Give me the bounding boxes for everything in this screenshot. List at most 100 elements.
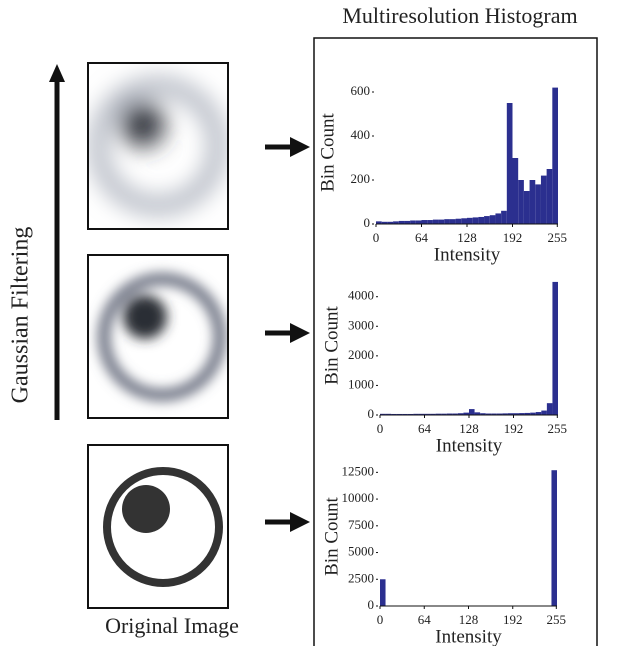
ring	[103, 467, 223, 587]
bar	[461, 218, 467, 224]
y-tick-label: 5000	[348, 544, 374, 559]
bar	[376, 221, 382, 224]
y-tick-label: 7500	[348, 517, 374, 532]
bar	[385, 413, 392, 415]
bar	[552, 87, 558, 224]
bar	[535, 184, 541, 224]
arrow-head	[49, 64, 65, 82]
title: Multiresolution Histogram	[342, 3, 577, 28]
bar	[513, 413, 520, 415]
bar	[524, 412, 531, 415]
x-axis-label: Intensity	[435, 626, 502, 646]
bar	[529, 180, 536, 224]
bar	[463, 412, 469, 415]
bar	[506, 103, 513, 224]
bar	[502, 413, 508, 415]
bar	[472, 217, 479, 224]
bar	[381, 221, 388, 224]
bar	[380, 579, 386, 606]
bar	[418, 413, 425, 415]
y-tick-label: 10000	[342, 490, 375, 505]
bar	[452, 413, 458, 415]
x-tick-label: 64	[415, 230, 429, 245]
bar	[523, 191, 530, 224]
y-axis-label: Bin Count	[317, 112, 338, 191]
y-tick-label: 0	[368, 406, 375, 421]
bar	[415, 220, 422, 224]
bar	[393, 221, 399, 224]
bar	[432, 219, 439, 224]
image-blur-low	[89, 256, 227, 417]
y-tick-label: 12500	[342, 463, 375, 478]
y-tick-label: 2000	[348, 347, 374, 362]
bar	[484, 216, 490, 224]
x-tick-label: 0	[377, 612, 384, 627]
bar	[540, 175, 547, 224]
bar	[410, 220, 416, 224]
x-tick-label: 192	[503, 230, 523, 245]
x-tick-label: 192	[504, 421, 524, 436]
bar	[507, 413, 514, 415]
bar	[551, 470, 557, 606]
bar	[398, 220, 405, 224]
x-tick-label: 128	[457, 230, 477, 245]
y-axis-label: Bin Count	[321, 305, 342, 384]
bar	[387, 221, 394, 224]
bar	[519, 413, 525, 415]
bar	[518, 180, 524, 224]
bar	[480, 413, 486, 415]
bar	[469, 409, 475, 415]
frame	[87, 254, 229, 419]
bar	[444, 219, 450, 224]
x-tick-label: 0	[373, 230, 380, 245]
bar	[396, 413, 403, 415]
y-tick-label: 200	[351, 171, 371, 186]
x-tick-label: 255	[547, 612, 567, 627]
x-tick-label: 0	[377, 421, 384, 436]
bar	[424, 413, 431, 415]
bar	[541, 410, 547, 415]
bar	[441, 413, 447, 415]
bar	[489, 215, 496, 224]
y-tick-label: 1000	[348, 376, 374, 391]
x-axis-label: Intensity	[434, 244, 501, 265]
y-tick-label: 600	[351, 83, 371, 98]
bar	[427, 220, 433, 224]
bar	[430, 413, 436, 415]
x-axis-label: Intensity	[436, 435, 503, 456]
image-blur-high	[89, 64, 227, 228]
x-tick-label: 255	[548, 230, 568, 245]
x-tick-label: 128	[459, 421, 479, 436]
bar	[391, 413, 397, 415]
bar	[491, 413, 497, 415]
y-tick-label: 0	[368, 597, 375, 612]
bar	[496, 413, 503, 415]
bar	[501, 210, 507, 224]
bar	[512, 158, 519, 224]
bar	[455, 218, 462, 224]
side-label: Gaussian Filtering	[8, 227, 34, 404]
bar	[546, 169, 553, 224]
bar	[457, 413, 464, 415]
bar	[535, 412, 542, 415]
bar	[474, 412, 481, 415]
x-tick-label: 128	[459, 612, 479, 627]
bar	[404, 220, 411, 224]
y-tick-label: 2500	[348, 570, 374, 585]
bottom-label: Original Image	[105, 613, 239, 638]
bar	[478, 216, 485, 224]
x-tick-label: 64	[418, 612, 432, 627]
bar	[380, 413, 386, 415]
bar	[446, 413, 453, 415]
x-tick-label: 192	[503, 612, 523, 627]
y-tick-label: 0	[364, 215, 371, 230]
bar	[552, 281, 558, 415]
bar	[421, 220, 428, 224]
x-tick-label: 64	[418, 421, 432, 436]
bar	[402, 413, 408, 415]
bar	[546, 403, 553, 415]
bar	[495, 213, 502, 224]
bar	[530, 412, 536, 415]
bar	[467, 217, 473, 224]
